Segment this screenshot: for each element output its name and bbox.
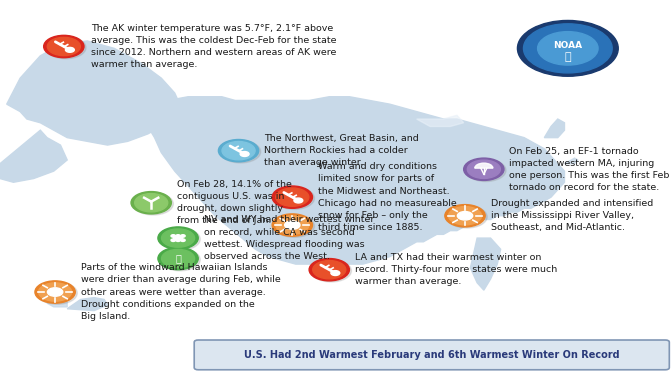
Circle shape (447, 206, 487, 228)
Polygon shape (67, 298, 108, 311)
Circle shape (176, 239, 180, 241)
Circle shape (161, 229, 195, 247)
Polygon shape (7, 41, 181, 145)
Circle shape (331, 270, 340, 276)
Circle shape (181, 235, 185, 237)
Circle shape (240, 151, 249, 157)
Text: On Feb 25, an EF-1 tornado
impacted western MA, injuring
one person. This was th: On Feb 25, an EF-1 tornado impacted west… (509, 147, 670, 192)
Circle shape (131, 192, 171, 214)
Circle shape (276, 188, 309, 206)
Circle shape (158, 227, 198, 249)
Text: The Northwest, Great Basin, and
Northern Rockies had a colder
than average winte: The Northwest, Great Basin, and Northern… (264, 134, 419, 167)
Circle shape (538, 32, 598, 65)
Circle shape (65, 47, 75, 52)
Circle shape (48, 288, 62, 296)
Circle shape (309, 259, 349, 281)
Text: U.S. Had 2nd Warmest February and 6th Warmest Winter On Record: U.S. Had 2nd Warmest February and 6th Wa… (245, 350, 620, 360)
Circle shape (35, 281, 75, 303)
Circle shape (171, 235, 175, 237)
Circle shape (47, 37, 81, 56)
Text: ⛵: ⛵ (175, 254, 181, 263)
Circle shape (134, 193, 168, 212)
Text: NOAA: NOAA (553, 41, 583, 50)
Text: Parts of the windward Hawaiian Islands
were drier than average during Feb, while: Parts of the windward Hawaiian Islands w… (81, 263, 280, 321)
Circle shape (312, 260, 346, 279)
Circle shape (272, 186, 312, 208)
Circle shape (464, 158, 504, 180)
Text: 〜: 〜 (564, 52, 571, 61)
Circle shape (222, 141, 255, 160)
Circle shape (173, 237, 178, 239)
Circle shape (285, 221, 300, 229)
Circle shape (458, 212, 472, 220)
Circle shape (274, 187, 314, 209)
Polygon shape (141, 97, 564, 264)
Text: Warm and dry conditions
limited snow for parts of
the Midwest and Northeast.
Chi: Warm and dry conditions limited snow for… (318, 162, 456, 232)
Circle shape (272, 214, 312, 236)
Circle shape (160, 248, 200, 271)
Circle shape (160, 228, 200, 250)
Circle shape (445, 205, 485, 227)
Circle shape (311, 260, 351, 282)
Wedge shape (474, 163, 493, 168)
Circle shape (44, 35, 84, 58)
Circle shape (181, 239, 185, 241)
Circle shape (467, 160, 501, 179)
Circle shape (158, 247, 198, 270)
Circle shape (176, 235, 180, 237)
Text: Drought expanded and intensified
in the Mississippi River Valley,
Southeast, and: Drought expanded and intensified in the … (491, 199, 653, 232)
Circle shape (178, 237, 183, 239)
Circle shape (161, 249, 195, 268)
Circle shape (37, 282, 77, 304)
Circle shape (274, 215, 314, 237)
Polygon shape (47, 299, 67, 307)
Text: LA and TX had their warmest winter on
record. Thirty-four more states were much
: LA and TX had their warmest winter on re… (355, 253, 557, 286)
Text: On Feb 28, 14.1% of the
contiguous U.S. was in
drought, down slightly
from the e: On Feb 28, 14.1% of the contiguous U.S. … (177, 180, 292, 225)
Circle shape (276, 216, 309, 234)
Polygon shape (564, 158, 578, 164)
Polygon shape (417, 115, 464, 126)
Circle shape (448, 206, 482, 225)
Circle shape (523, 24, 612, 73)
Circle shape (466, 159, 506, 182)
Circle shape (46, 36, 86, 59)
Polygon shape (0, 130, 67, 182)
Circle shape (171, 239, 175, 241)
Circle shape (133, 193, 173, 215)
Circle shape (38, 283, 72, 301)
Circle shape (220, 141, 261, 163)
Circle shape (517, 20, 618, 76)
Text: The AK winter temperature was 5.7°F, 2.1°F above
average. This was the coldest D: The AK winter temperature was 5.7°F, 2.1… (91, 24, 336, 69)
Circle shape (294, 198, 303, 203)
Polygon shape (544, 119, 564, 138)
Circle shape (218, 140, 259, 162)
Text: NV and WY had their wettest winter
on record, while CA was second
wettest. Wides: NV and WY had their wettest winter on re… (204, 215, 374, 261)
Polygon shape (470, 238, 501, 290)
FancyBboxPatch shape (194, 340, 669, 370)
